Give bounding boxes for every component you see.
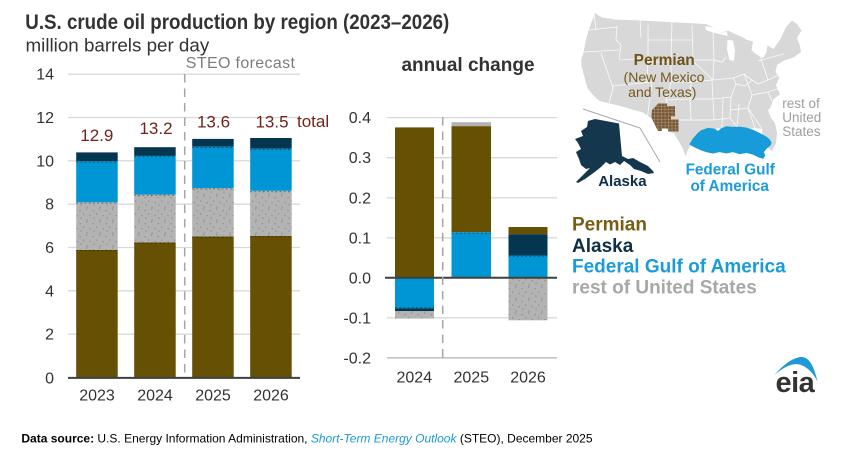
svg-text:-0.1: -0.1: [343, 310, 371, 327]
svg-text:2023: 2023: [79, 388, 115, 405]
svg-text:(New Mexico: (New Mexico: [624, 69, 705, 85]
svg-text:12: 12: [36, 110, 54, 127]
svg-text:14: 14: [36, 67, 54, 84]
svg-text:13.5: 13.5: [255, 112, 288, 131]
svg-text:13.6: 13.6: [197, 112, 230, 131]
svg-text:2024: 2024: [137, 388, 173, 405]
svg-text:annual change: annual change: [401, 55, 534, 76]
svg-text:Federal Gulf: Federal Gulf: [686, 161, 776, 178]
svg-text:2024: 2024: [397, 370, 433, 387]
svg-text:4: 4: [45, 283, 54, 300]
svg-text:8: 8: [45, 197, 54, 214]
svg-text:Alaska: Alaska: [598, 173, 647, 190]
svg-text:10: 10: [36, 153, 54, 170]
svg-text:rest of: rest of: [782, 96, 820, 111]
svg-text:States: States: [782, 124, 821, 139]
svg-text:13.2: 13.2: [139, 119, 172, 138]
svg-text:0.2: 0.2: [349, 190, 371, 207]
svg-text:STEO forecast: STEO forecast: [186, 55, 296, 72]
svg-text:2026: 2026: [253, 388, 289, 405]
svg-text:0.4: 0.4: [349, 110, 371, 127]
svg-text:million barrels per day: million barrels per day: [26, 34, 210, 55]
svg-text:2026: 2026: [510, 370, 546, 387]
svg-text:0: 0: [45, 370, 54, 387]
svg-text:2: 2: [45, 327, 54, 344]
svg-text:2025: 2025: [195, 388, 231, 405]
svg-text:2025: 2025: [454, 370, 490, 387]
svg-text:Permian: Permian: [634, 52, 695, 69]
svg-text:U.S. crude oil production by r: U.S. crude oil production by region (202…: [25, 11, 449, 34]
svg-text:Data source: U.S. Energy Infor: Data source: U.S. Energy Information Adm…: [21, 432, 592, 446]
svg-text:0.1: 0.1: [349, 230, 371, 247]
svg-text:eia: eia: [776, 367, 816, 399]
svg-text:0.0: 0.0: [349, 270, 371, 287]
svg-text:Permian: Permian: [572, 215, 647, 236]
svg-text:of America: of America: [690, 178, 769, 195]
svg-text:Federal Gulf of America: Federal Gulf of America: [572, 256, 786, 277]
svg-text:rest of United States: rest of United States: [572, 277, 757, 298]
svg-text:-0.2: -0.2: [343, 350, 371, 367]
svg-text:6: 6: [45, 240, 54, 257]
svg-text:12.9: 12.9: [80, 126, 113, 145]
svg-text:total: total: [297, 112, 329, 131]
svg-text:United: United: [782, 110, 821, 125]
svg-text:and Texas): and Texas): [628, 84, 696, 100]
svg-text:Alaska: Alaska: [572, 236, 634, 257]
svg-text:0.3: 0.3: [349, 150, 371, 167]
